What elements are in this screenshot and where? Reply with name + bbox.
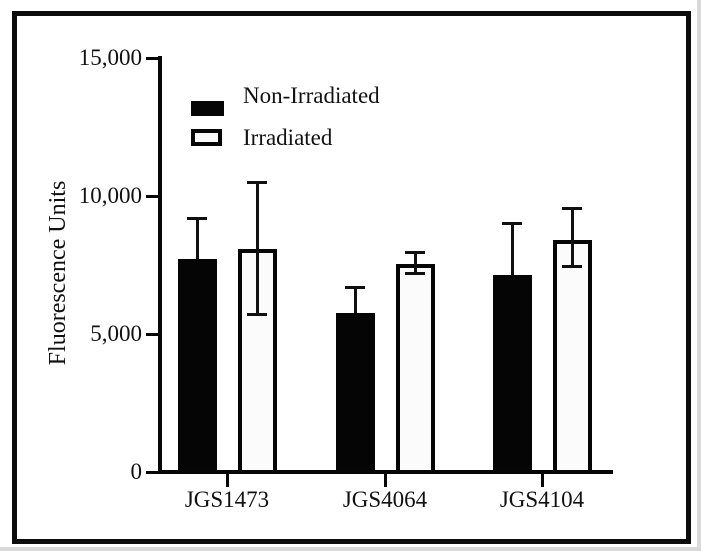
error-bar-cap-top	[187, 216, 207, 220]
bar-non-irradiated-jgs1473	[177, 259, 217, 474]
legend-label-non-irradiated: Non-Irradiated	[243, 83, 380, 108]
legend-label-irradiated: Irradiated	[243, 125, 333, 150]
bar-non-irradiated-jgs4104	[492, 274, 532, 474]
y-tick	[146, 470, 159, 474]
error-bar-line	[413, 252, 417, 273]
error-bar-cap-top	[405, 250, 425, 254]
x-tick	[225, 474, 229, 487]
error-bar-line	[353, 287, 357, 314]
legend-swatch-irradiated	[191, 129, 222, 146]
y-axis-line	[158, 56, 162, 474]
error-bar-cap-top	[502, 222, 522, 226]
y-tick-label: 15,000	[78, 45, 142, 70]
x-category-label: JGS4104	[499, 487, 585, 512]
y-tick-label: 0	[130, 459, 143, 484]
error-bar-line	[195, 218, 199, 260]
error-bar-line	[255, 182, 259, 315]
bar-irradiated-jgs4064	[395, 264, 435, 474]
x-tick	[540, 474, 544, 487]
error-bar-line	[510, 223, 514, 275]
error-bar-cap-bottom	[405, 271, 425, 275]
bar-non-irradiated-jgs4064	[335, 313, 375, 474]
error-bar-cap-top	[345, 285, 365, 289]
y-tick-label: 5,000	[90, 321, 142, 346]
x-category-label: JGS1473	[184, 487, 270, 512]
y-tick	[146, 332, 159, 336]
x-category-label: JGS4064	[342, 487, 428, 512]
y-tick-label: 10,000	[78, 183, 142, 208]
error-bar-cap-bottom	[247, 313, 267, 317]
y-tick	[146, 56, 159, 60]
error-bar-line	[570, 208, 574, 267]
x-tick	[383, 474, 387, 487]
legend-swatch-non-irradiated	[191, 101, 224, 116]
y-tick	[146, 194, 159, 198]
x-axis-line	[158, 470, 613, 474]
bar-irradiated-jgs4104	[552, 240, 592, 474]
error-bar-cap-top	[247, 181, 267, 185]
error-bar-cap-bottom	[562, 264, 582, 268]
error-bar-cap-top	[562, 207, 582, 211]
